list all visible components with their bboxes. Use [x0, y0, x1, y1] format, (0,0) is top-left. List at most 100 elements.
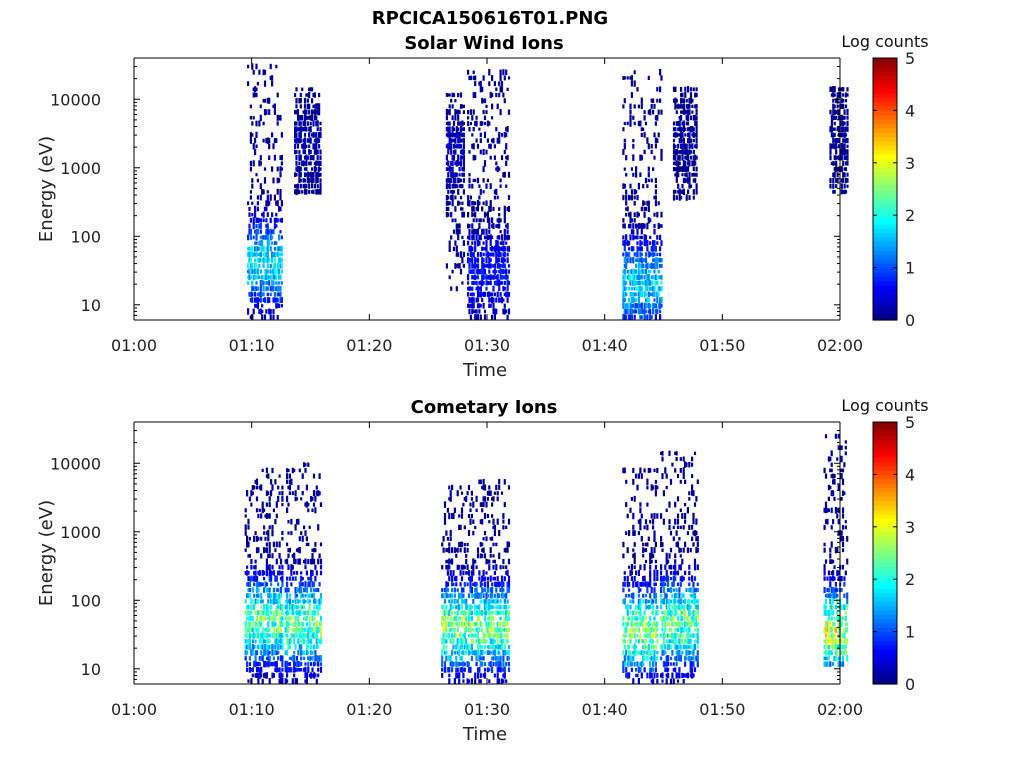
- spectrogram-cell: [675, 593, 678, 599]
- spectrogram-cell: [266, 251, 269, 258]
- spectrogram-cell: [470, 490, 473, 496]
- spectrogram-cell: [268, 496, 271, 502]
- spectrogram-cell: [485, 501, 488, 508]
- spectrogram-cell: [447, 132, 450, 138]
- spectrogram-cell: [311, 190, 314, 194]
- spectrogram-cell: [307, 661, 310, 667]
- spectrogram-cell: [244, 620, 247, 628]
- spectrogram-cell: [684, 638, 687, 645]
- spectrogram-cell: [674, 667, 677, 673]
- spectrogram-cell: [654, 263, 657, 268]
- spectrogram-cell: [448, 655, 451, 662]
- spectrogram-cell: [649, 109, 652, 116]
- spectrogram-cell: [271, 525, 274, 530]
- spectrogram-cell: [278, 592, 281, 599]
- spectrogram-cell: [836, 593, 839, 598]
- spectrogram-cell: [445, 161, 448, 166]
- spectrogram-cell: [681, 616, 684, 621]
- spectrogram-cell: [267, 587, 270, 593]
- colorbar-segment: [873, 644, 897, 650]
- spectrogram-cell: [259, 251, 262, 258]
- spectrogram-cell: [692, 610, 695, 616]
- spectrogram-cell: [498, 213, 501, 217]
- spectrogram-cell: [295, 594, 299, 598]
- spectrogram-cell: [279, 245, 282, 252]
- spectrogram-cell: [649, 632, 652, 639]
- spectrogram-cell: [500, 644, 504, 650]
- spectrogram-cell: [644, 633, 648, 638]
- spectrogram-cell: [273, 103, 276, 110]
- spectrogram-cell: [486, 667, 489, 673]
- spectrogram-cell: [636, 673, 639, 678]
- spectrogram-cell: [319, 615, 323, 622]
- spectrogram-cell: [277, 632, 280, 639]
- spectrogram-cell: [458, 661, 461, 667]
- spectrogram-cell: [500, 275, 504, 280]
- spectrogram-cell: [639, 507, 642, 514]
- spectrogram-cell: [318, 109, 321, 116]
- spectrogram-cell: [266, 281, 269, 285]
- spectrogram-cell: [677, 150, 680, 154]
- spectrogram-cell: [688, 497, 691, 501]
- spectrogram-cell: [636, 633, 639, 638]
- spectrogram-cell: [661, 451, 664, 456]
- spectrogram-cell: [460, 598, 464, 605]
- spectrogram-cell: [278, 281, 281, 285]
- spectrogram-cell: [254, 575, 257, 582]
- spectrogram-cell: [303, 149, 307, 155]
- spectrogram-cell: [507, 264, 511, 268]
- spectrogram-cell: [254, 303, 257, 308]
- spectrogram-cell: [677, 133, 680, 137]
- spectrogram-cell: [656, 576, 659, 581]
- spectrogram-cell: [659, 246, 662, 252]
- spectrogram-cell: [636, 650, 639, 656]
- spectrogram-cell: [636, 224, 639, 228]
- spectrogram-cell: [467, 223, 470, 229]
- spectrogram-cell: [313, 183, 316, 189]
- spectrogram-cell: [662, 650, 665, 656]
- spectrogram-cell: [474, 121, 477, 127]
- spectrogram-cell: [466, 582, 469, 587]
- spectrogram-cell: [649, 649, 652, 656]
- spectrogram-cell: [314, 576, 317, 582]
- spectrogram-cell: [643, 667, 646, 673]
- spectrogram-cell: [647, 599, 650, 603]
- spectrogram-cell: [506, 628, 509, 632]
- spectrogram-cell: [506, 615, 509, 622]
- spectrogram-cell: [834, 581, 837, 587]
- spectrogram-cell: [272, 615, 275, 622]
- spectrogram-cell: [256, 252, 259, 257]
- spectrogram-cell: [491, 275, 494, 279]
- spectrogram-cell: [264, 514, 267, 518]
- spectrogram-cell: [259, 194, 262, 201]
- spectrogram-cell: [639, 604, 642, 610]
- spectrogram-cell: [279, 586, 283, 594]
- spectrogram-cell: [506, 547, 509, 553]
- spectrogram-cell: [639, 616, 642, 621]
- spectrogram-cell: [696, 599, 699, 604]
- spectrogram-cell: [251, 667, 254, 673]
- spectrogram-cell: [479, 132, 482, 138]
- spectrogram-cell: [468, 297, 471, 304]
- spectrogram-cell: [313, 104, 316, 109]
- spectrogram-cell: [682, 120, 685, 127]
- spectrogram-cell: [449, 570, 452, 576]
- spectrogram-cell: [456, 547, 459, 553]
- spectrogram-cell: [503, 234, 506, 241]
- spectrogram-cell: [246, 667, 249, 672]
- spectrogram-cell: [635, 616, 638, 621]
- spectrogram-cell: [479, 639, 482, 644]
- spectrogram-cell: [462, 672, 465, 679]
- spectrogram-cell: [675, 177, 678, 183]
- spectrogram-cell: [652, 621, 655, 628]
- spectrogram-cell: [296, 183, 300, 189]
- spectrogram-cell: [443, 599, 447, 604]
- spectrogram-cell: [268, 655, 271, 662]
- spectrogram-cell: [691, 656, 694, 661]
- spectrogram-cell: [469, 297, 472, 303]
- spectrogram-cell: [636, 616, 639, 621]
- spectrogram-cell: [277, 582, 280, 587]
- spectrogram-cell: [262, 138, 265, 143]
- spectrogram-cell: [456, 650, 459, 655]
- spectrogram-cell: [832, 144, 835, 149]
